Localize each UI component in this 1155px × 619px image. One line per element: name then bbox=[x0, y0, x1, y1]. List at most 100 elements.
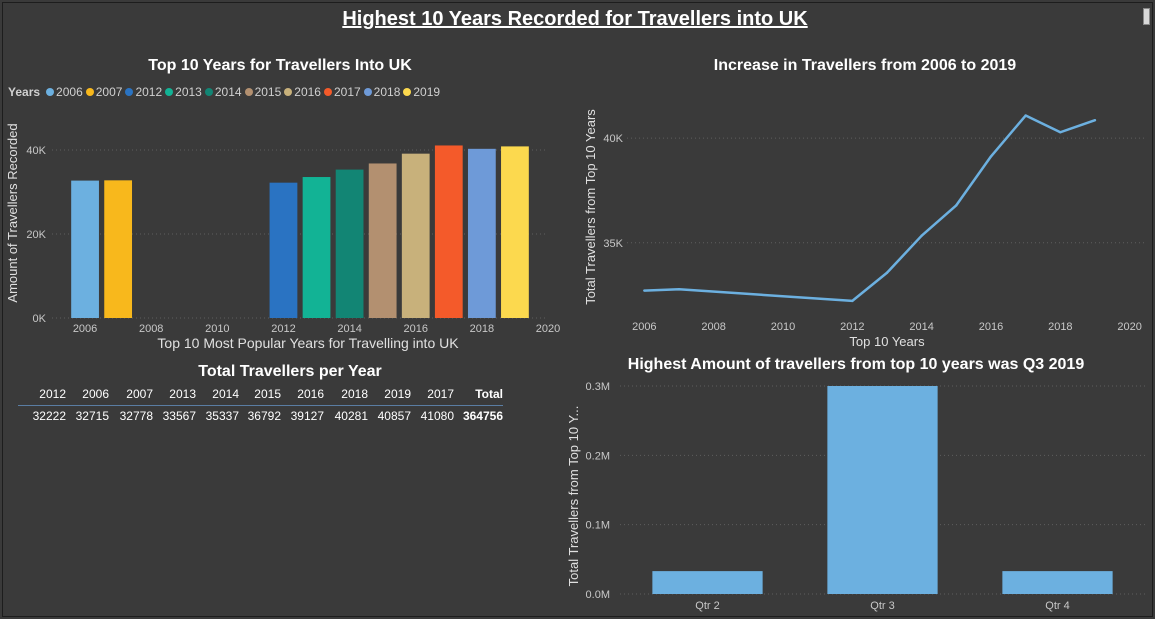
legend-label: 2016 bbox=[294, 85, 321, 99]
x-tick-label: 2016 bbox=[979, 321, 1003, 333]
legend-label: 2018 bbox=[373, 85, 401, 99]
matrix-value-2015: 36792 bbox=[247, 409, 281, 424]
line-point-2016 bbox=[989, 155, 993, 158]
x-tick-label: Qtr 2 bbox=[695, 600, 719, 612]
x-tick-label: 2006 bbox=[73, 323, 97, 335]
matrix-value-2016: 39127 bbox=[290, 409, 324, 424]
bar-2012 bbox=[269, 182, 298, 318]
matrix-value-2013: 33567 bbox=[162, 409, 196, 424]
matrix-header-2016[interactable]: 2016 bbox=[281, 383, 324, 406]
bar-qtr-3 bbox=[827, 386, 938, 594]
matrix-header-2018[interactable]: 2018 bbox=[324, 383, 368, 406]
x-tick-label: Qtr 4 bbox=[1045, 600, 1069, 612]
bar-2016 bbox=[401, 153, 430, 318]
matrix-total-value: 364756 bbox=[462, 409, 503, 424]
scrollbar-thumb[interactable] bbox=[1143, 8, 1150, 25]
legend-item-2016[interactable]: 2016 bbox=[284, 85, 321, 99]
line-chart-title: Increase in Travellers from 2006 to 2019 bbox=[713, 57, 1017, 74]
line-point-2014 bbox=[920, 234, 923, 237]
legend-marker bbox=[46, 88, 55, 96]
matrix-header-2019[interactable]: 2019 bbox=[368, 383, 411, 406]
matrix-value-2018: 40281 bbox=[334, 409, 368, 424]
legend-label: 2007 bbox=[95, 85, 123, 99]
bar-2019 bbox=[501, 146, 529, 318]
legend-item-2007[interactable]: 2007 bbox=[85, 85, 123, 99]
y-tick-label: 35K bbox=[603, 238, 623, 250]
travellers-line bbox=[644, 114, 1096, 303]
x-tick-label: Qtr 3 bbox=[870, 600, 894, 612]
legend-item-2013[interactable]: 2013 bbox=[165, 85, 202, 99]
y-tick-label: 0.3M bbox=[586, 381, 610, 393]
matrix-header-2013[interactable]: 2013 bbox=[153, 383, 196, 406]
x-axis-label: Top 10 Most Popular Years for Travelling… bbox=[157, 335, 459, 351]
legend-item-2012[interactable]: 2012 bbox=[125, 85, 162, 99]
legend-marker bbox=[284, 88, 293, 96]
matrix-value-2014: 35337 bbox=[205, 409, 239, 424]
bar-2017 bbox=[434, 145, 463, 318]
legend-label: 2012 bbox=[135, 85, 163, 99]
matrix-header-2017[interactable]: 2017 bbox=[411, 383, 454, 406]
x-tick-label: 2018 bbox=[1048, 321, 1072, 333]
legend-marker bbox=[165, 88, 174, 96]
matrix-header-2007[interactable]: 2007 bbox=[109, 383, 153, 406]
x-tick-label: 2008 bbox=[139, 323, 163, 335]
line-point-2012 bbox=[851, 299, 854, 303]
x-tick-label: 2014 bbox=[909, 321, 933, 333]
quarter-bar-chart[interactable]: 0.0M 0.1M 0.2M 0.3M Qtr 2 Qtr 3 Qtr 4 Total Tra… bbox=[560, 378, 1150, 616]
x-tick-label: 2020 bbox=[536, 323, 560, 335]
y-tick-label: 0K bbox=[33, 313, 47, 325]
x-axis-label: Top 10 Years bbox=[849, 334, 925, 349]
matrix-value-2019: 40857 bbox=[377, 409, 411, 424]
x-tick-label: 2012 bbox=[840, 321, 864, 333]
matrix-header-2006[interactable]: 2006 bbox=[66, 383, 109, 406]
legend-item-2019[interactable]: 2019 bbox=[403, 85, 440, 99]
legend-item-2018[interactable]: 2018 bbox=[363, 85, 401, 99]
matrix-header-2014[interactable]: 2014 bbox=[196, 383, 239, 406]
legend-title: Years bbox=[8, 85, 41, 99]
legend-label: 2019 bbox=[413, 85, 441, 99]
legend-item-2017[interactable]: 2017 bbox=[323, 85, 361, 99]
x-tick-label: 2010 bbox=[771, 321, 795, 333]
legend-marker bbox=[85, 88, 94, 96]
y-tick-label: 0.0M bbox=[586, 589, 610, 601]
matrix-value-2012: 32222 bbox=[32, 409, 66, 424]
bar-chart-legend: Years 2006 2007 2012 2013 2014 2015 2016 2017 20… bbox=[8, 84, 443, 100]
x-tick-label: 2010 bbox=[205, 323, 229, 335]
legend-marker bbox=[323, 88, 332, 96]
bar-2018 bbox=[467, 148, 496, 318]
line-point-2018 bbox=[1059, 131, 1062, 134]
page-title: Highest 10 Years Recorded for Travellers… bbox=[342, 8, 808, 30]
bar-2013 bbox=[302, 177, 331, 318]
legend-item-2014[interactable]: 2014 bbox=[204, 85, 242, 99]
line-chart[interactable]: 35K 40K 2006 2008 2010 2012 2014 2016 2018 2020 To… bbox=[575, 84, 1150, 354]
x-tick-label: 2020 bbox=[1117, 321, 1141, 333]
matrix-value-2006: 32715 bbox=[75, 409, 109, 424]
matrix-header-total[interactable]: Total bbox=[454, 383, 503, 406]
line-point-2017 bbox=[1024, 114, 1027, 117]
legend-label: 2017 bbox=[333, 85, 361, 99]
legend-marker bbox=[204, 88, 213, 96]
line-point-2007 bbox=[677, 288, 681, 291]
bar-2006 bbox=[71, 180, 99, 318]
bar-chart[interactable]: 0K 20K 40K 2006 2008 2010 2012 2014 2016 2018 2020… bbox=[0, 100, 565, 355]
matrix-header-2015[interactable]: 2015 bbox=[239, 383, 281, 406]
bar-2014 bbox=[335, 169, 364, 318]
legend-label: 2013 bbox=[175, 85, 202, 99]
y-axis-label: Amount of Travellers Recorded bbox=[5, 123, 20, 302]
matrix-header-2012[interactable]: 2012 bbox=[18, 383, 66, 406]
legend-marker bbox=[244, 88, 253, 96]
legend-item-2006[interactable]: 2006 bbox=[46, 85, 83, 99]
x-tick-label: 2012 bbox=[271, 323, 295, 335]
line-point-2019 bbox=[1093, 118, 1097, 122]
bar-2007 bbox=[104, 180, 133, 318]
legend-label: 2014 bbox=[214, 85, 242, 99]
legend-item-2015[interactable]: 2015 bbox=[244, 85, 281, 99]
x-tick-label: 2014 bbox=[337, 323, 361, 335]
y-axis-label: Total Travellers from Top 10 Y... bbox=[566, 406, 581, 587]
line-point-2013 bbox=[885, 271, 889, 274]
y-tick-label: 0.2M bbox=[586, 450, 610, 462]
matrix-value-2007: 32778 bbox=[119, 409, 153, 424]
y-tick-label: 0.1M bbox=[586, 520, 610, 532]
quarter-chart-title: Highest Amount of travellers from top 10… bbox=[627, 356, 1085, 373]
